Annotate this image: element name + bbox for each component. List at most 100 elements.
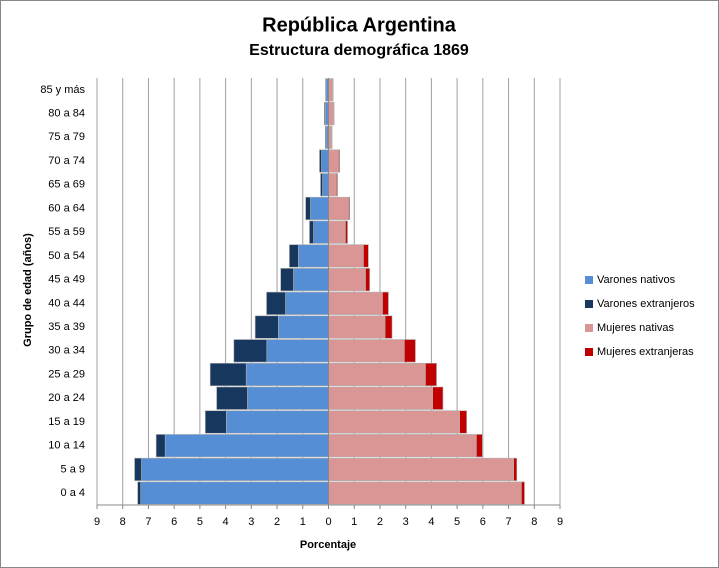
- bar: [459, 410, 467, 434]
- bar: [328, 78, 333, 102]
- bar: [333, 102, 335, 126]
- y-tick-label: 25 a 29: [48, 368, 85, 380]
- x-tick-label: 1: [351, 516, 357, 528]
- legend-swatch: [585, 276, 593, 284]
- bar: [226, 410, 329, 434]
- bar: [328, 339, 405, 363]
- y-tick-label: 35 a 39: [48, 321, 85, 333]
- y-tick-label: 75 a 79: [48, 131, 85, 143]
- bar: [432, 386, 444, 410]
- bar: [345, 220, 348, 244]
- bar: [233, 339, 268, 363]
- x-tick-label: 6: [480, 516, 486, 528]
- y-tick-label: 65 a 69: [48, 179, 85, 191]
- bar: [328, 457, 514, 481]
- bar: [336, 173, 338, 197]
- y-tick-label: 85 y más: [40, 84, 85, 96]
- chart-title: República Argentina: [262, 14, 457, 36]
- bar: [338, 149, 340, 173]
- legend-label: Mujeres extranjeras: [597, 346, 694, 358]
- legend-swatch: [585, 348, 593, 356]
- bar: [328, 291, 383, 315]
- bar: [289, 244, 299, 268]
- bar: [328, 410, 460, 434]
- bar: [319, 149, 322, 173]
- bar: [266, 291, 286, 315]
- bar: [363, 244, 369, 268]
- bar: [322, 173, 329, 197]
- bar: [328, 149, 339, 173]
- bar: [404, 339, 416, 363]
- y-tick-label: 70 a 74: [48, 155, 85, 167]
- x-tick-label: 5: [197, 516, 203, 528]
- bar: [305, 196, 311, 221]
- bar: [365, 268, 370, 292]
- bar: [328, 362, 426, 387]
- bar: [209, 362, 247, 387]
- x-tick-label: 4: [223, 516, 229, 528]
- bar: [141, 457, 329, 481]
- bar: [155, 434, 166, 458]
- y-tick-label: 80 a 84: [48, 107, 85, 119]
- x-tick-label: 5: [454, 516, 460, 528]
- bar: [280, 268, 294, 292]
- bar: [328, 434, 477, 458]
- bar: [325, 78, 327, 102]
- bar: [332, 78, 334, 102]
- y-tick-label: 40 a 44: [48, 297, 85, 309]
- bar: [298, 244, 329, 268]
- legend-swatch: [585, 324, 593, 332]
- bar: [137, 481, 142, 505]
- legend-label: Varones nativos: [597, 274, 676, 286]
- bar: [328, 220, 346, 244]
- bar: [328, 244, 364, 268]
- x-tick-label: 2: [377, 516, 383, 528]
- bar: [140, 481, 329, 505]
- y-tick-label: 15 a 19: [48, 416, 85, 428]
- bar: [309, 220, 314, 244]
- bar: [216, 386, 248, 410]
- y-tick-label: 20 a 24: [48, 392, 85, 404]
- x-tick-label: 3: [248, 516, 254, 528]
- x-tick-label: 7: [505, 516, 511, 528]
- bar: [204, 410, 227, 434]
- bar: [331, 125, 333, 149]
- bar: [328, 268, 366, 292]
- x-tick-label: 3: [403, 516, 409, 528]
- y-tick-label: 5 a 9: [61, 463, 85, 475]
- y-tick-label: 55 a 59: [48, 226, 85, 238]
- y-tick-label: 0 a 4: [61, 487, 85, 499]
- x-tick-label: 1: [300, 516, 306, 528]
- bar: [266, 339, 329, 363]
- y-tick-label: 60 a 64: [48, 202, 85, 214]
- x-tick-label: 7: [145, 516, 151, 528]
- legend-swatch: [585, 300, 593, 308]
- bar: [321, 149, 329, 173]
- bar: [245, 362, 329, 387]
- bar: [328, 196, 349, 221]
- x-axis-title: Porcentaje: [300, 539, 356, 551]
- x-tick-label: 8: [531, 516, 537, 528]
- bar: [313, 220, 329, 244]
- bar: [134, 457, 142, 481]
- y-tick-label: 45 a 49: [48, 274, 85, 286]
- bar: [384, 315, 393, 339]
- bar: [320, 173, 323, 197]
- bar: [285, 291, 329, 315]
- bar: [328, 386, 433, 410]
- bar: [325, 125, 327, 149]
- bar: [513, 457, 518, 481]
- bar: [278, 315, 329, 339]
- legend-label: Mujeres nativas: [597, 322, 675, 334]
- x-tick-label: 9: [94, 516, 100, 528]
- bar: [476, 434, 483, 458]
- y-tick-label: 30 a 34: [48, 345, 85, 357]
- x-tick-label: 2: [274, 516, 280, 528]
- bar: [328, 315, 386, 339]
- bar: [328, 102, 334, 126]
- chart-subtitle: Estructura demográfica 1869: [249, 42, 469, 59]
- bar: [324, 102, 326, 126]
- bar: [348, 196, 350, 221]
- y-tick-label: 10 a 14: [48, 440, 85, 452]
- bar: [521, 481, 525, 505]
